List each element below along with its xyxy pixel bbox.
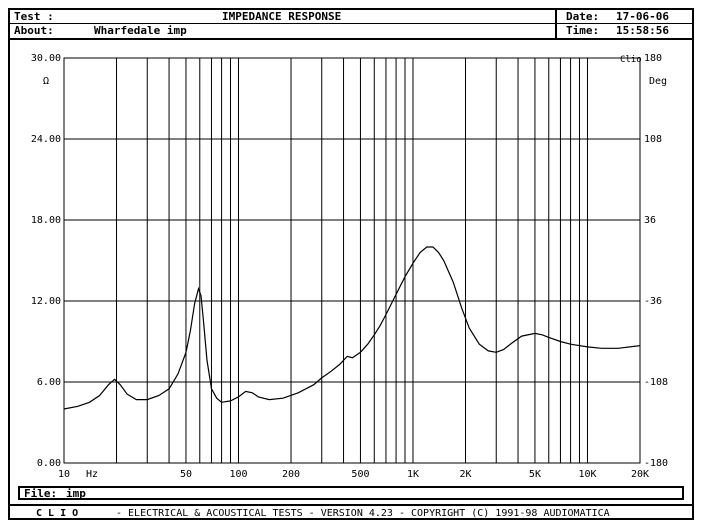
y-left-tick-label: 18.00 — [31, 215, 61, 226]
impedance-curve — [63, 246, 641, 410]
y-left-tick-label: 24.00 — [31, 134, 61, 145]
y-left-tick-label: 0.00 — [37, 458, 61, 469]
x-tick-label: 5K — [529, 469, 541, 480]
header-bar: Test : IMPEDANCE RESPONSE About: Wharfed… — [10, 10, 692, 40]
axes: 0.00 6.00 12.00 18.00 24.00 30.00 180 108 36 -36 -… — [31, 53, 668, 480]
file-value: imp — [66, 487, 86, 500]
footer-brand: C L I O — [36, 508, 79, 519]
file-label: File: — [24, 487, 58, 500]
file-bar: File: imp — [18, 486, 684, 500]
x-tick-label: 1K — [407, 469, 419, 480]
y-left-tick-label: 12.00 — [31, 296, 61, 307]
header-row-divider — [10, 23, 692, 24]
footer-text: - ELECTRICAL & ACOUSTICAL TESTS - VERSIO… — [116, 508, 610, 519]
x-tick-label: 50 — [180, 469, 192, 480]
y-right-tick-label: -108 — [644, 377, 668, 388]
x-unit-label: Hz — [86, 469, 98, 480]
y-right-tick-label: 108 — [644, 134, 662, 145]
x-tick-label: 20K — [631, 469, 649, 480]
y-left-tick-label: 6.00 — [37, 377, 61, 388]
x-tick-label: 200 — [282, 469, 300, 480]
test-title: IMPEDANCE RESPONSE — [222, 10, 342, 23]
time-value: 15:58:56 — [616, 24, 669, 37]
grid — [63, 57, 641, 464]
x-tick-label: 500 — [351, 469, 369, 480]
date-value: 17-06-06 — [616, 10, 669, 23]
clio-window: Test : IMPEDANCE RESPONSE About: Wharfed… — [8, 8, 694, 520]
x-tick-label: 2K — [459, 469, 471, 480]
y-right-tick-label: -180 — [644, 458, 668, 469]
y-left-unit-label: Ω — [43, 76, 49, 87]
y-right-tick-label: 180 — [644, 53, 662, 64]
x-tick-label: 10K — [578, 469, 596, 480]
time-label: Time: — [566, 24, 600, 37]
about-label: About: — [14, 24, 54, 37]
header-divider — [555, 10, 557, 38]
y-left-tick-label: 30.00 — [31, 53, 61, 64]
x-tick-label: 100 — [229, 469, 247, 480]
x-tick-label: 10 — [58, 469, 70, 480]
about-value: Wharfedale imp — [94, 24, 187, 37]
impedance-chart: 0.00 6.00 12.00 18.00 24.00 30.00 180 108 36 -36 -… — [31, 53, 668, 480]
y-right-tick-label: 36 — [644, 215, 656, 226]
y-right-unit-label: Deg — [649, 76, 667, 87]
date-label: Date: — [566, 10, 600, 23]
plot-border — [63, 57, 641, 464]
clio-corner-label: Clio — [620, 55, 642, 65]
test-label: Test : — [14, 10, 54, 23]
y-right-tick-label: -36 — [644, 296, 662, 307]
footer-bar: C L I O - ELECTRICAL & ACOUSTICAL TESTS … — [10, 504, 692, 522]
